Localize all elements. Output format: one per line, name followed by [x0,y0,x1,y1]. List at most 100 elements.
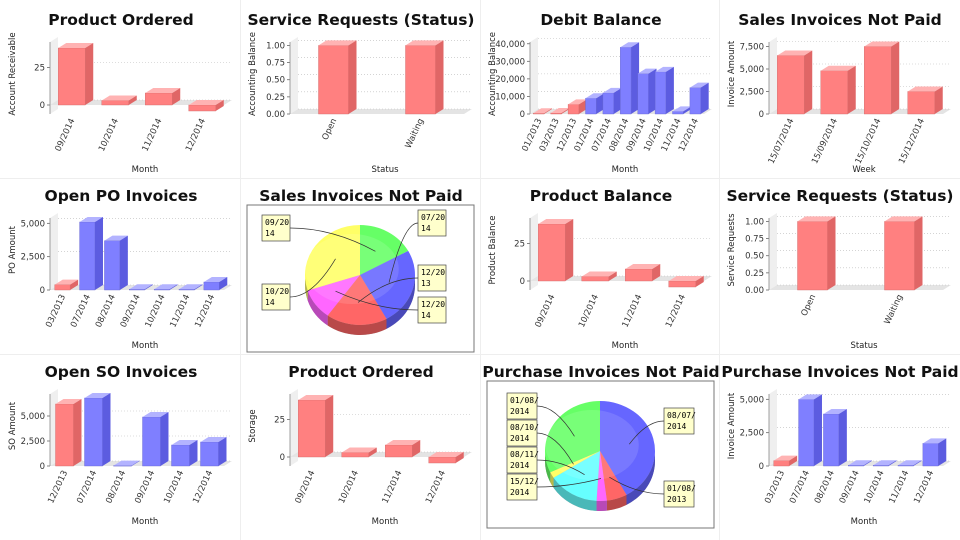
bar-09/2014 [58,43,94,106]
pie-slice-01/08/2013 [600,451,627,501]
bar-09/2014 [538,219,574,282]
bar-top [428,452,464,457]
y-tick-label: 1.00 [266,41,285,51]
bar-07/2014 [84,393,111,467]
y-tick-label: 0 [40,101,45,111]
x-axis-title: Month [612,341,639,351]
x-category-label: 12/2013 [46,469,70,505]
pie-slice-01/08/2014 [545,401,600,473]
plot-floor [290,452,472,457]
pie-label: 08/07/2014 [667,411,696,431]
pie-label-box [663,480,695,508]
y-tick-label: 25 [514,240,525,250]
pie-leader-line [289,227,376,252]
bar-top [84,393,111,398]
bar-side [827,216,836,290]
bar-top [655,66,674,72]
pie-leader-line [536,405,575,437]
bar-face [798,399,815,467]
bar-side [160,412,169,466]
bar-side [888,460,897,466]
bar-Open [318,40,357,115]
pie-label-box [417,296,447,324]
x-axis-title: Month [132,517,159,527]
y-tick-label: 0.25 [745,269,764,279]
y-tick-label: 2,500 [21,437,45,447]
bar-side [700,82,709,114]
bar-face [620,47,632,115]
bar-top [773,455,798,461]
bar-face [907,91,935,115]
bar-11/2014 [897,460,922,467]
bar-top [848,460,872,466]
pie-label-box [506,473,538,501]
chart-panel: Debit Balance 0 10,000 20,000 30,000 40,000 01… [482,4,720,178]
pie-slice-side [626,451,655,505]
y-tick-label: 0.00 [266,110,285,120]
x-category-label: 11/2014 [887,469,911,505]
bar-side [368,447,377,457]
bar-face [897,464,914,467]
bar-top [884,216,923,222]
pie-slice-side [305,275,308,301]
pie-label: 15/12/2014 [510,477,539,497]
bar-face [54,284,71,291]
bar-chart: 0 25 09/2014 10/2014 11/2014 12/2014 Product B… [488,213,712,351]
chart-title: Product Ordered [48,11,194,29]
bar-face [341,452,369,458]
bar-07/2014 [602,87,622,115]
bar-side [613,87,622,114]
bar-face [581,276,609,282]
pie-slice-side [545,451,551,483]
x-category-label: 15/07/2014 [767,117,797,166]
bar-Open [797,216,836,291]
bar-top [797,216,836,222]
bar-side [578,99,587,114]
bar-face [872,464,889,467]
bar-top [154,284,178,290]
pie-leader-line [388,222,419,283]
bar-12/2013 [55,399,82,467]
bar-10/2014 [153,284,178,291]
chart-title: Sales Invoices Not Paid [259,187,463,205]
bar-side [838,409,847,466]
chart-panel: Service Requests (Status) 0.00 0.25 0.50 0.7… [721,180,959,354]
y-tick-label: 0.00 [745,286,764,296]
bar-face [820,70,848,115]
bar-Waiting [405,40,444,115]
x-axis-title: Month [132,341,159,351]
bar-12/2014 [922,438,947,467]
x-category-label: 09/2014 [119,293,143,329]
x-category-label: 15/10/2014 [854,117,884,166]
panel-divider [0,354,960,355]
chart-panel: Open SO Invoices 0 2,500 5,000 12/2013 07/201… [2,356,240,530]
pie-label: 01/08/2014 [510,396,539,416]
bar-face [538,223,566,282]
bar-top [54,279,79,285]
pie-sheen [305,234,399,304]
plot-left-wall [290,389,298,466]
bar-side [215,100,224,111]
bar-face [203,281,220,291]
y-tick-label: 2,500 [21,253,45,263]
y-tick-label: 25 [34,64,45,74]
x-category-label: 03/2013 [763,469,787,505]
y-tick-label: 5,000 [740,65,764,75]
pie-slice-side [386,275,415,329]
bar-side [85,43,94,105]
pie-label-box [417,209,447,237]
x-category-label: Open [321,117,340,142]
chart-title: Product Ordered [288,363,434,381]
pie-label-box [506,392,538,420]
bar-side [695,276,704,287]
bar-face [385,444,413,458]
bar-15/10/2014 [864,41,900,115]
pie-slice-side [327,315,387,335]
plot-left-wall [290,37,298,114]
bar-09/2014 [848,460,872,467]
y-tick-label: 0.75 [266,59,285,69]
y-tick-label: 7,500 [740,43,764,53]
pie-label-box [506,419,538,447]
bar-side [119,235,128,290]
